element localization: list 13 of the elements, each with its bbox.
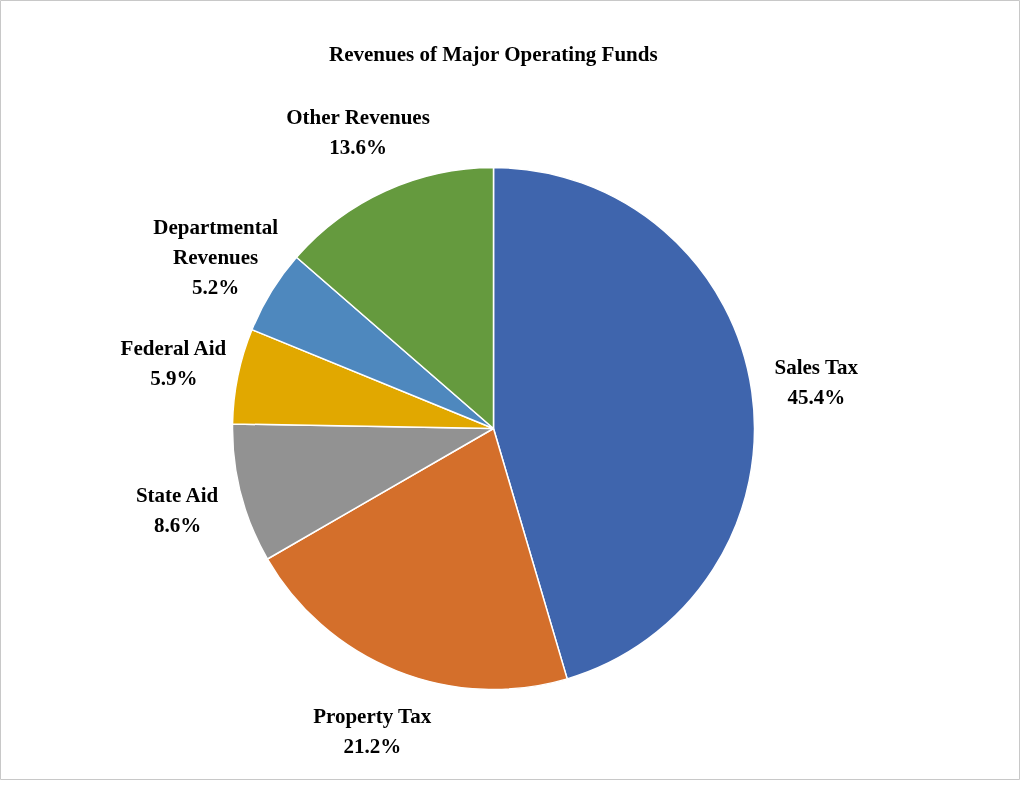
- data-label: 45.4%: [787, 384, 846, 409]
- data-label: 8.6%: [154, 513, 202, 538]
- slice-label: Other Revenues: [286, 104, 430, 129]
- slice-label: Sales Tax: [774, 354, 859, 379]
- slice-label: Departmental Revenues: [153, 215, 279, 270]
- data-label: 13.6%: [329, 134, 388, 159]
- slice-label: Federal Aid: [120, 335, 227, 360]
- slice-label: State Aid: [135, 483, 219, 508]
- chart-title: Revenues of Major Operating Funds: [329, 41, 658, 66]
- slice-label: Property Tax: [313, 704, 432, 729]
- data-label: 21.2%: [343, 734, 402, 759]
- data-label: 5.2%: [192, 275, 240, 300]
- data-label: 5.9%: [150, 365, 198, 390]
